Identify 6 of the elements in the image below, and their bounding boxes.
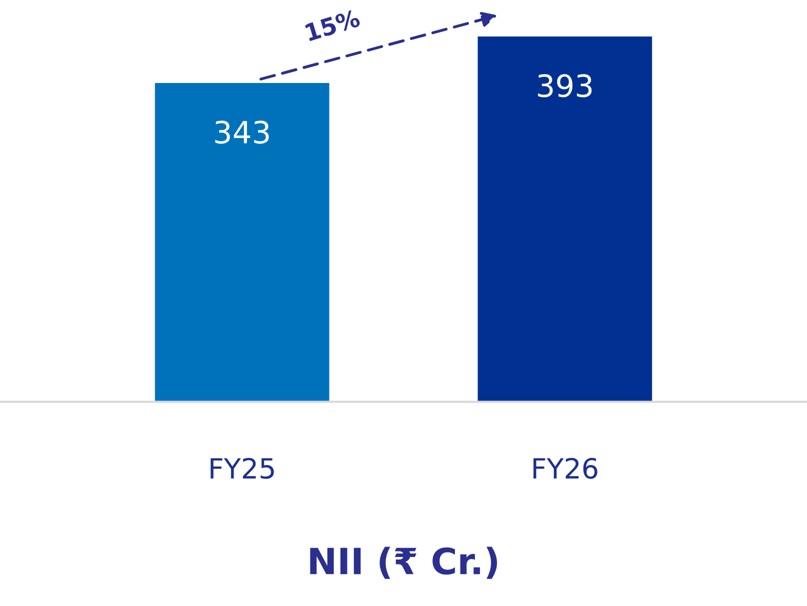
x-tick-label: FY26 bbox=[533, 458, 598, 479]
data-label: 343 bbox=[215, 120, 269, 144]
x-axis-title: NII (₹ Cr.) bbox=[310, 546, 498, 579]
data-label: 393 bbox=[538, 74, 592, 98]
x-tick-label: FY25 bbox=[210, 458, 274, 479]
annotation: 15% bbox=[304, 8, 361, 42]
